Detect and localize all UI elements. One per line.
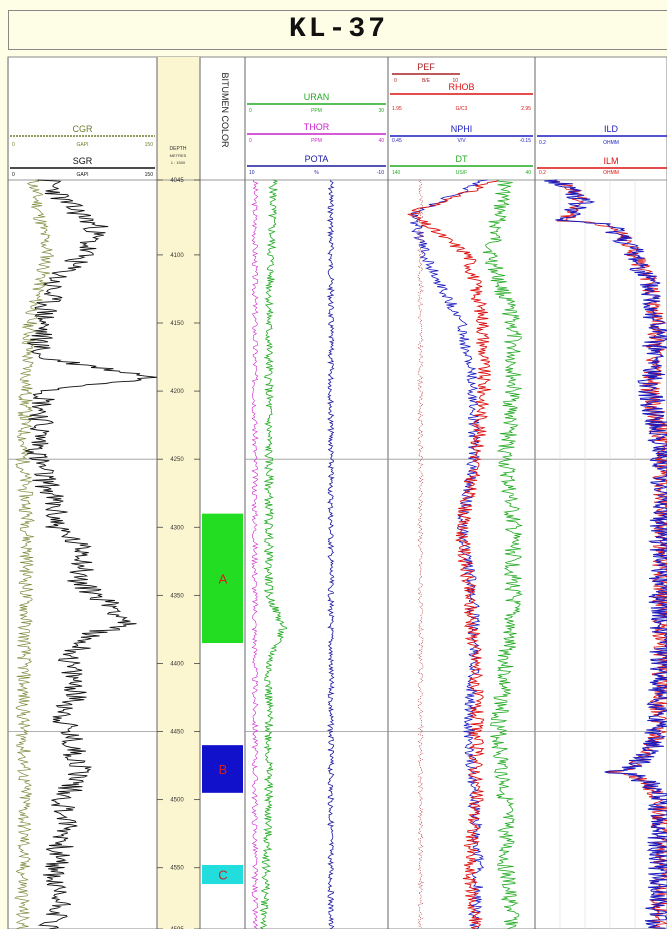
dt-header-unit: US/F bbox=[456, 170, 467, 176]
depth-tick-label: 4500 bbox=[170, 798, 184, 804]
cgr-curve bbox=[14, 179, 54, 929]
ild-curve bbox=[544, 179, 667, 929]
pef-header-unit: B/E bbox=[422, 78, 431, 84]
thor-header-unit: PPM bbox=[311, 138, 322, 144]
cgr-header-label: CGR bbox=[73, 124, 94, 134]
depth-tick-label: 4250 bbox=[170, 457, 184, 463]
depth-header-label: DEPTH bbox=[170, 146, 187, 152]
depth-tick-label: 4450 bbox=[170, 730, 184, 736]
sgr-header-max: 150 bbox=[145, 172, 154, 178]
depth-tick-label: 4200 bbox=[170, 389, 184, 395]
nphi-header-unit: V/V bbox=[457, 138, 466, 144]
dt-header-max: 40 bbox=[525, 170, 531, 176]
depth-track-bg bbox=[157, 57, 200, 929]
uran-header-max: 30 bbox=[378, 108, 384, 114]
bitumen-zone-label-c: C bbox=[218, 868, 227, 883]
uran-header-label: URAN bbox=[304, 92, 330, 102]
pota-curve bbox=[326, 179, 335, 929]
ild-header-min: 0.2 bbox=[539, 140, 546, 146]
rhob-header-label: RHOB bbox=[448, 82, 474, 92]
cgr-header-unit: GAPI bbox=[77, 142, 89, 148]
cgr-header-min: 0 bbox=[12, 142, 15, 148]
depth-tick-label: 4400 bbox=[170, 661, 184, 667]
ilm-header-unit: OHMM bbox=[603, 170, 619, 176]
uran-header-min: 0 bbox=[249, 108, 252, 114]
cgr-header-max: 150 bbox=[145, 142, 154, 148]
depth-tick-label: 4100 bbox=[170, 253, 184, 259]
nphi-header-max: -0.15 bbox=[520, 138, 532, 144]
pef-header-min: 0 bbox=[394, 78, 397, 84]
sgr-header-unit: GAPI bbox=[77, 172, 89, 178]
depth-tick-label: 4300 bbox=[170, 525, 184, 531]
pef-header-max: 10 bbox=[452, 78, 458, 84]
sgr-header-label: SGR bbox=[73, 156, 93, 166]
rhob-curve bbox=[407, 179, 498, 929]
depth-tick-label: 4595 bbox=[170, 927, 184, 929]
rhob-header-max: 2.95 bbox=[521, 106, 531, 112]
ilm-header-label: ILM bbox=[603, 156, 618, 166]
uran-header-unit: PPM bbox=[311, 108, 322, 114]
thor-header-label: THOR bbox=[304, 122, 330, 132]
pota-header-label: POTA bbox=[305, 154, 329, 164]
pota-header-min: 10 bbox=[249, 170, 255, 176]
rhob-header-unit: G/C3 bbox=[456, 106, 468, 112]
uran-curve bbox=[259, 179, 288, 929]
thor-header-min: 0 bbox=[249, 138, 252, 144]
bitumen-zone-label-b: B bbox=[219, 762, 228, 777]
log-frame bbox=[7, 56, 667, 929]
nphi-header-label: NPHI bbox=[451, 124, 473, 134]
pef-header-label: PEF bbox=[417, 62, 435, 72]
rhob-header-min: 1.95 bbox=[392, 106, 402, 112]
pota-header-unit: % bbox=[314, 170, 319, 176]
nphi-header-min: 0.45 bbox=[392, 138, 402, 144]
thor-header-max: 40 bbox=[378, 138, 384, 144]
pota-header-max: -10 bbox=[377, 170, 384, 176]
ilm-curve bbox=[553, 179, 667, 929]
ilm-header-min: 0.2 bbox=[539, 170, 546, 176]
depth-tick-label: 4150 bbox=[170, 321, 184, 327]
depth-tick-label: 4045 bbox=[170, 178, 184, 184]
bitumen-header-label: BITUMEN COLOR bbox=[220, 72, 230, 148]
ild-header-unit: OHMM bbox=[603, 140, 619, 146]
bitumen-zone-a bbox=[202, 513, 243, 644]
dt-curve bbox=[482, 179, 524, 929]
bitumen-zone-b bbox=[202, 745, 243, 793]
ild-header-label: ILD bbox=[604, 124, 619, 134]
depth-header-sublabel: METRES bbox=[170, 153, 187, 158]
depth-tick-label: 4550 bbox=[170, 866, 184, 872]
depth-header-scale: 1 : 1500 bbox=[171, 160, 186, 165]
bitumen-zone-label-a: A bbox=[219, 571, 228, 586]
sgr-header-min: 0 bbox=[12, 172, 15, 178]
sgr-curve bbox=[24, 179, 158, 929]
bitumen-zone-c bbox=[202, 864, 243, 885]
thor-curve bbox=[251, 179, 259, 929]
depth-tick-label: 4350 bbox=[170, 593, 184, 599]
well-title: KL-37 bbox=[8, 10, 667, 50]
dt-header-label: DT bbox=[456, 154, 468, 164]
dt-header-min: 140 bbox=[392, 170, 401, 176]
